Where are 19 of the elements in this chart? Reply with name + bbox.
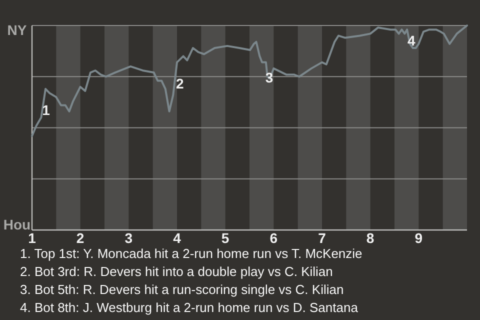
text: 1. Top 1st: Y. Moncada hit a 2-run home run vs T. McKenzie bbox=[20, 246, 362, 261]
text: NY bbox=[7, 22, 28, 38]
text: Hou bbox=[3, 216, 31, 233]
x-tick-label: 3 bbox=[124, 230, 133, 246]
x-tick-label: 6 bbox=[270, 230, 278, 246]
x-tick-label: 7 bbox=[318, 230, 326, 246]
text: 3. Bot 5th: R. Devers hit a run-scoring single vs C. Kilian bbox=[20, 282, 344, 297]
text: 4. Bot 8th: J. Westburg hit a 2-run home run vs D. Santana bbox=[20, 300, 359, 315]
annotation: 3 bbox=[265, 69, 274, 86]
text: 2. Bot 3rd: R. Devers hit into a double play vs C. Kilian bbox=[20, 264, 333, 279]
annotation: 1 bbox=[42, 102, 50, 118]
annotation: 2 bbox=[176, 76, 184, 92]
annotation: 4 bbox=[408, 32, 416, 49]
x-tick-label: 8 bbox=[366, 230, 374, 246]
x-tick-label: 5 bbox=[221, 230, 230, 246]
x-tick-label: 2 bbox=[76, 230, 84, 246]
x-tick-label: 4 bbox=[173, 230, 182, 246]
x-tick-label: 1 bbox=[28, 230, 36, 246]
x-tick-label: 9 bbox=[414, 230, 423, 246]
